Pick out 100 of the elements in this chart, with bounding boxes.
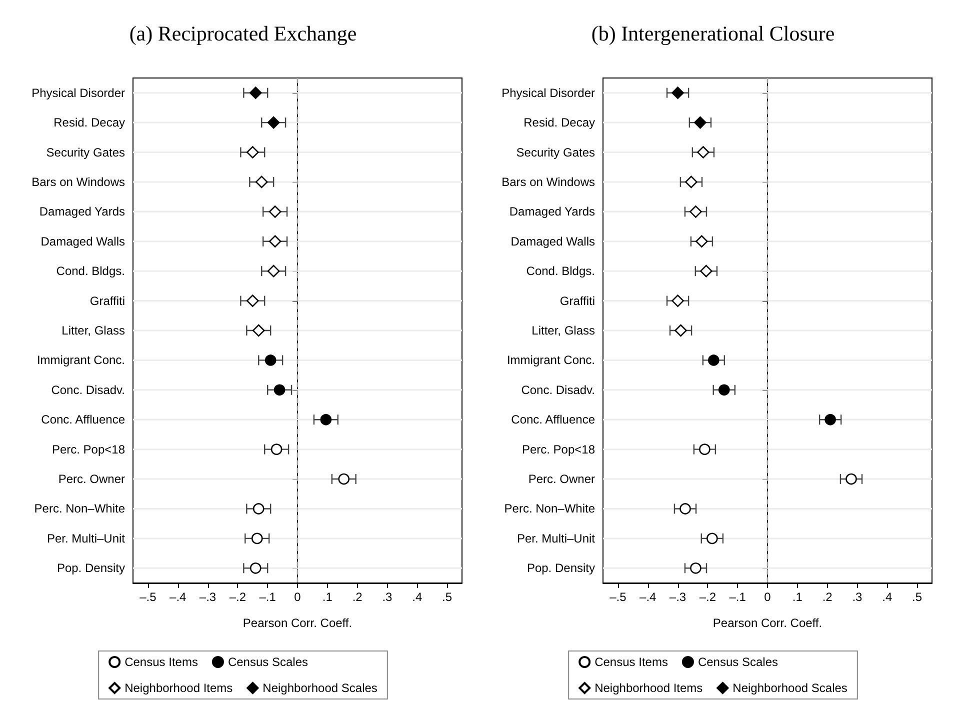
point — [824, 414, 836, 426]
point — [249, 86, 262, 100]
legend-label: Census Items — [124, 655, 198, 669]
point — [252, 324, 265, 337]
y-tick-label: Bars on Windows — [32, 174, 125, 189]
point — [267, 264, 280, 278]
x-tick-label: –.4 — [170, 590, 187, 604]
y-tick-label: Graffiti — [560, 294, 595, 308]
x-tick-label: –.3 — [669, 590, 686, 604]
x-tick-label: –.4 — [640, 590, 657, 604]
x-axis-title: Pearson Corr. Coeff. — [712, 616, 822, 630]
y-tick-label: Cond. Bldgs. — [526, 264, 595, 278]
y-tick-label: Conc. Disadv. — [51, 382, 125, 397]
legend-label: Census Scales — [698, 655, 778, 669]
y-tick-label: Conc. Affluence — [41, 412, 126, 427]
x-tick-label: –.5 — [610, 590, 627, 604]
point — [320, 414, 332, 426]
legend-label: Neighborhood Items — [594, 681, 703, 695]
x-tick-label: –.2 — [699, 590, 716, 604]
x-tick-label: 0 — [294, 590, 302, 604]
y-tick-label: Litter, Glass — [532, 324, 595, 338]
y-tick-label: Graffiti — [90, 294, 125, 308]
point — [718, 384, 730, 396]
y-tick-label: Resid. Decay — [54, 116, 125, 130]
y-tick-label: Security Gates — [516, 145, 595, 160]
x-tick-label: .3 — [382, 590, 393, 604]
y-tick-label: Bars on Windows — [502, 174, 595, 189]
y-tick-label: Litter, Glass — [62, 324, 125, 338]
legend-label: Neighborhood Scales — [732, 681, 848, 695]
point — [274, 384, 286, 396]
y-tick-label: Conc. Disadv. — [521, 382, 595, 397]
x-tick-label: 0 — [764, 590, 772, 604]
y-tick-label: Security Gates — [46, 145, 125, 160]
x-tick-label: .4 — [412, 590, 422, 604]
point — [251, 532, 263, 544]
point — [699, 444, 710, 455]
y-tick-label: Perc. Pop<18 — [522, 442, 596, 456]
x-axis-title: Pearson Corr. Coeff. — [242, 616, 352, 630]
x-tick-label: .3 — [852, 590, 863, 604]
x-tick-label: –.2 — [229, 590, 246, 604]
point — [338, 473, 350, 485]
legend-label: Neighborhood Items — [124, 681, 233, 695]
y-tick-label: Perc. Owner — [528, 472, 595, 486]
y-tick-label: Immigrant Conc. — [506, 353, 595, 368]
y-tick-label: Perc. Owner — [58, 472, 125, 486]
y-tick-label: Physical Disorder — [502, 86, 595, 100]
y-tick-label: Damaged Yards — [39, 204, 125, 219]
point — [674, 324, 687, 337]
legend-label: Neighborhood Scales — [262, 681, 378, 695]
x-tick-label: .1 — [792, 590, 803, 604]
point — [680, 503, 691, 514]
x-tick-label: .2 — [822, 590, 833, 604]
x-tick-label: .5 — [912, 590, 922, 604]
y-tick-label: Pop. Density — [526, 561, 595, 576]
point — [846, 473, 857, 485]
point — [708, 354, 720, 366]
x-tick-label: –.3 — [199, 590, 216, 604]
point — [694, 116, 706, 129]
legend-label: Census Scales — [228, 655, 308, 669]
y-tick-label: Damaged Walls — [510, 234, 595, 248]
point — [267, 116, 280, 129]
y-tick-label: Conc. Affluence — [511, 412, 596, 427]
x-tick-label: .1 — [322, 590, 333, 604]
point — [697, 146, 710, 158]
y-tick-label: Pop. Density — [56, 561, 125, 576]
point — [270, 444, 282, 455]
chart-title: (a) Reciprocated Exchange — [129, 22, 357, 46]
y-tick-label: Resid. Decay — [524, 116, 595, 130]
y-tick-label: Per. Multi–Unit — [516, 531, 596, 546]
legend-label: Census Items — [594, 655, 668, 669]
x-tick-label: .2 — [352, 590, 363, 604]
y-tick-label: Perc. Non–White — [34, 502, 126, 516]
point — [252, 503, 264, 514]
point — [706, 532, 718, 544]
y-tick-label: Cond. Bldgs. — [56, 264, 125, 278]
point — [685, 176, 698, 188]
chart-title: (b) Intergenerational Closure — [591, 22, 835, 46]
point — [268, 206, 282, 218]
x-tick-label: –.1 — [729, 590, 746, 604]
point — [246, 146, 259, 158]
point — [696, 235, 708, 248]
point — [255, 176, 268, 188]
point — [690, 206, 702, 218]
y-tick-label: Damaged Walls — [40, 234, 125, 248]
y-tick-label: Perc. Non–White — [504, 502, 596, 516]
y-tick-label: Per. Multi–Unit — [46, 531, 126, 546]
point — [268, 235, 282, 248]
point — [672, 294, 684, 307]
point — [264, 354, 276, 366]
point — [690, 562, 702, 574]
point — [246, 294, 259, 307]
x-tick-label: –.5 — [140, 590, 157, 604]
point — [672, 86, 684, 100]
point — [700, 264, 712, 278]
x-tick-label: –.1 — [259, 590, 276, 604]
y-tick-label: Physical Disorder — [32, 86, 125, 100]
point — [250, 562, 262, 574]
y-tick-label: Immigrant Conc. — [36, 353, 125, 368]
x-tick-label: .4 — [882, 590, 892, 604]
y-tick-label: Perc. Pop<18 — [52, 442, 126, 456]
